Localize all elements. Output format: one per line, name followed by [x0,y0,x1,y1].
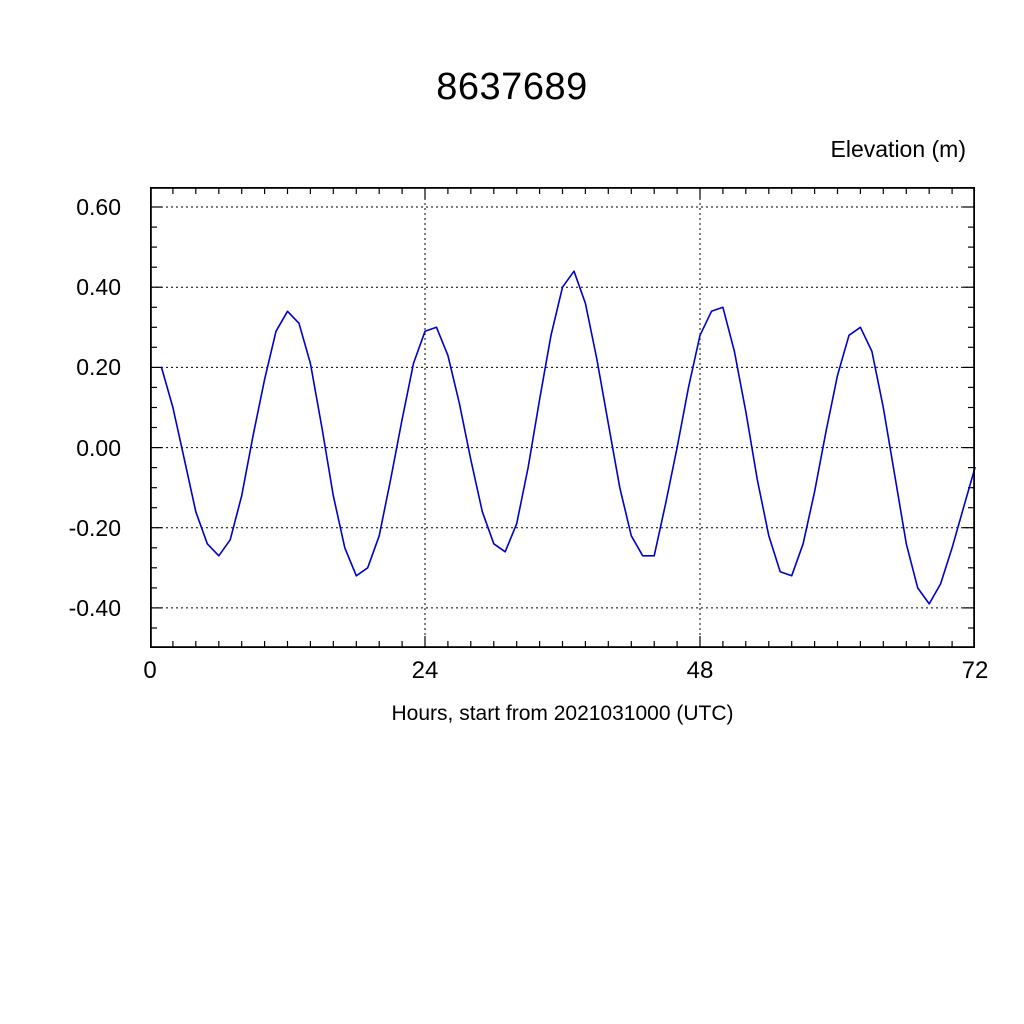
y-tick-label: 0.20 [76,354,121,381]
x-tick-label: 24 [411,657,439,684]
y-tick-label: 0.00 [76,434,121,461]
y-tick-label: -0.20 [68,514,121,541]
y-tick-label: -0.40 [68,594,121,621]
plot-area [149,186,976,649]
y-tick-label: 0.40 [76,274,121,301]
x-tick-label: 48 [686,657,714,684]
tide-elevation-line [160,270,976,605]
elevation-axis-label: Elevation (m) [830,136,966,162]
chart-title: 8637689 [436,66,588,108]
x-tick-label: 72 [961,657,989,684]
plot-frame [149,186,976,649]
plot-canvas [149,186,976,649]
x-axis-title: Hours, start from 2021031000 (UTC) [391,702,734,725]
y-tick-label: 0.60 [76,194,121,221]
x-tick-label: 0 [143,657,157,684]
